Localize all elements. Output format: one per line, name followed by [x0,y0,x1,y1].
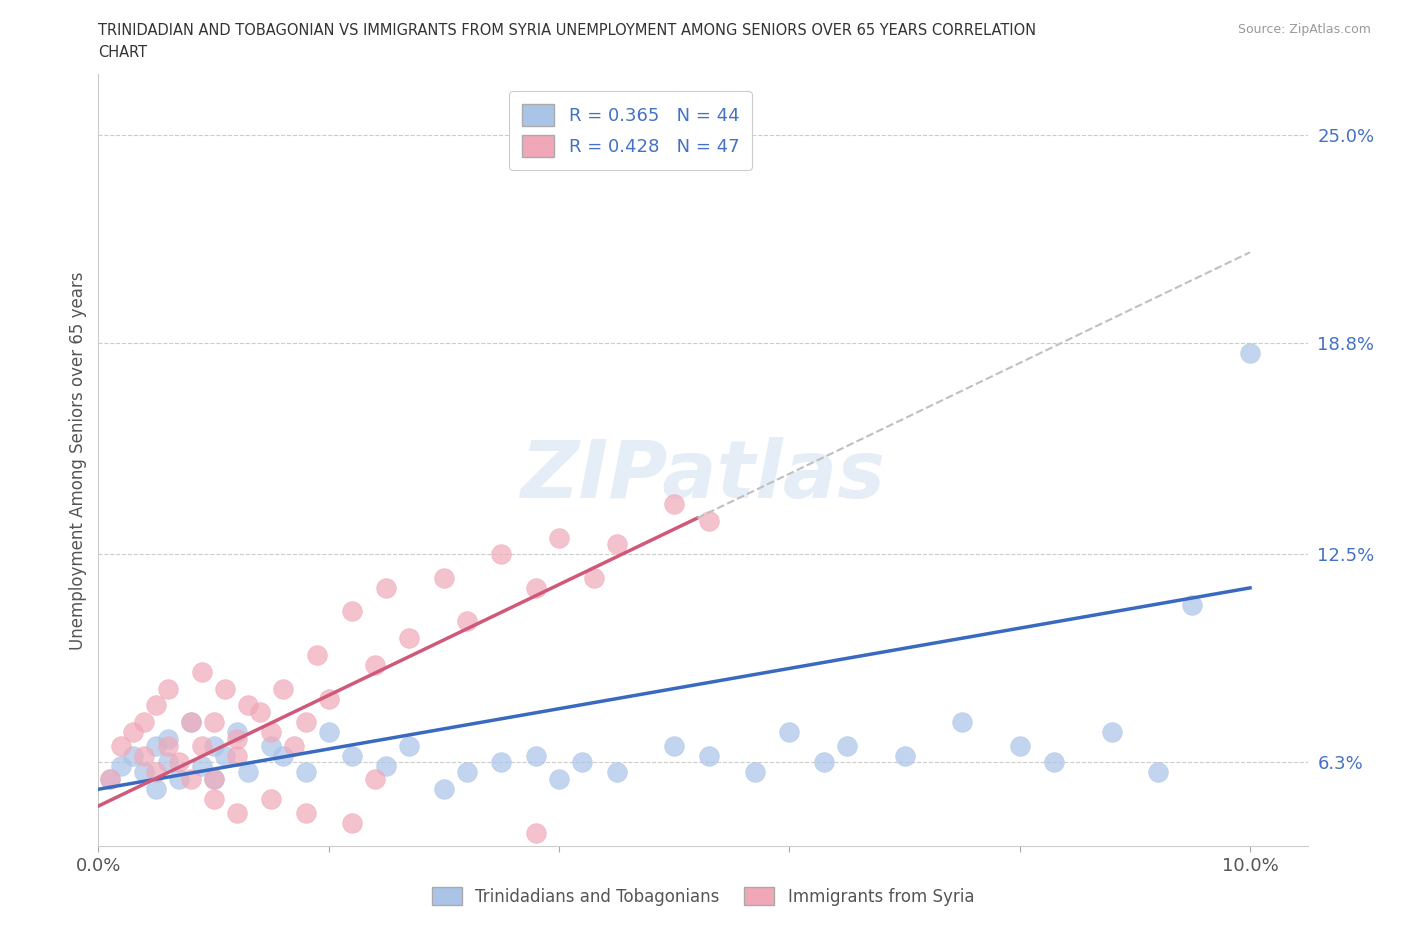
Point [294,765,316,780]
Point [375,758,398,773]
Point [375,580,398,595]
Point [571,755,593,770]
Point [156,755,179,770]
Point [664,497,686,512]
Point [122,724,145,739]
Point [1101,724,1123,739]
Point [813,755,835,770]
Point [145,698,167,712]
Point [433,570,456,585]
Point [893,749,915,764]
Point [145,738,167,753]
Point [110,758,132,773]
Point [180,714,202,729]
Point [491,547,513,562]
Point [180,772,202,787]
Point [214,681,236,696]
Point [191,758,214,773]
Point [225,749,247,764]
Point [513,121,536,136]
Point [98,772,121,787]
Point [398,631,420,645]
Point [524,749,547,764]
Point [236,765,259,780]
Legend: R = 0.365   N = 44, R = 0.428   N = 47: R = 0.365 N = 44, R = 0.428 N = 47 [509,91,752,169]
Point [606,537,628,551]
Point [191,664,214,679]
Point [156,738,179,753]
Point [271,681,294,696]
Point [318,691,340,706]
Point [98,772,121,787]
Y-axis label: Unemployment Among Seniors over 65 years: Unemployment Among Seniors over 65 years [69,272,87,649]
Point [283,738,305,753]
Point [318,724,340,739]
Point [156,681,179,696]
Point [225,724,247,739]
Point [202,714,225,729]
Point [122,749,145,764]
Point [1043,755,1066,770]
Point [456,614,478,629]
Point [249,705,271,720]
Point [524,580,547,595]
Point [364,658,387,672]
Point [1147,765,1170,780]
Point [134,714,156,729]
Point [835,738,858,753]
Point [398,738,420,753]
Point [271,749,294,764]
Point [110,738,132,753]
Point [202,772,225,787]
Point [202,738,225,753]
Point [236,698,259,712]
Point [340,749,363,764]
Point [664,738,686,753]
Point [456,765,478,780]
Point [191,738,214,753]
Point [294,805,316,820]
Point [340,816,363,830]
Point [260,738,283,753]
Text: TRINIDADIAN AND TOBAGONIAN VS IMMIGRANTS FROM SYRIA UNEMPLOYMENT AMONG SENIORS O: TRINIDADIAN AND TOBAGONIAN VS IMMIGRANTS… [98,23,1036,38]
Point [433,782,456,797]
Point [294,714,316,729]
Point [225,732,247,747]
Point [778,724,800,739]
Text: ZIPatlas: ZIPatlas [520,437,886,515]
Point [744,765,766,780]
Point [548,530,571,545]
Point [134,765,156,780]
Point [697,513,720,528]
Point [606,765,628,780]
Point [364,772,387,787]
Point [134,749,156,764]
Legend: Trinidadians and Tobagonians, Immigrants from Syria: Trinidadians and Tobagonians, Immigrants… [425,881,981,912]
Point [214,749,236,764]
Text: CHART: CHART [98,45,148,60]
Point [180,714,202,729]
Point [167,755,190,770]
Point [582,570,605,585]
Point [145,765,167,780]
Point [225,805,247,820]
Point [697,749,720,764]
Point [1239,346,1261,361]
Text: Source: ZipAtlas.com: Source: ZipAtlas.com [1237,23,1371,36]
Point [1181,597,1204,612]
Point [260,724,283,739]
Point [202,772,225,787]
Point [260,791,283,806]
Point [491,755,513,770]
Point [950,714,973,729]
Point [167,772,190,787]
Point [524,826,547,841]
Point [548,772,571,787]
Point [202,791,225,806]
Point [145,782,167,797]
Point [1008,738,1031,753]
Point [307,647,329,662]
Point [156,732,179,747]
Point [340,604,363,618]
